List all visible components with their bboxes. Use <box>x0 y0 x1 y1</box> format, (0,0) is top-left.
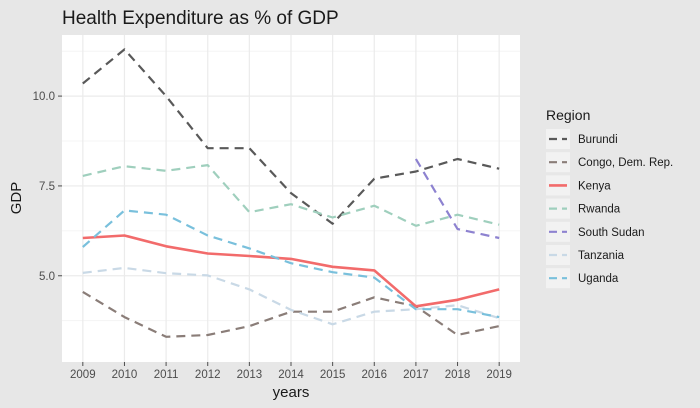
x-tick-label: 2019 <box>486 369 512 381</box>
legend-key-box <box>546 245 570 265</box>
series-line-kenya <box>82 234 500 308</box>
legend-items: Burundi Congo, Dem. Rep. Kenya Rwanda South … <box>546 129 673 289</box>
legend: Region Burundi Congo, Dem. Rep. Kenya Rwand… <box>546 107 673 289</box>
legend-key-box <box>546 152 570 173</box>
legend-key-box <box>546 198 570 219</box>
legend-label-tanzania: Tanzania <box>578 250 625 262</box>
x-tick-label: 2014 <box>278 369 304 381</box>
x-axis-title: years <box>273 384 310 401</box>
x-tick-label: 2010 <box>112 369 138 381</box>
legend-label-burundi: Burundi <box>578 134 618 146</box>
legend-key-box <box>546 129 570 149</box>
x-tick-label: 2017 <box>403 369 429 381</box>
legend-key-box <box>546 221 570 242</box>
x-tick-label: 2015 <box>320 369 346 381</box>
series-layer <box>82 48 500 338</box>
x-axis: 2009 2010 2011 2012 2013 2014 2015 2016 2017 2018… <box>70 362 512 381</box>
y-tick-label: 7.5 <box>39 181 55 193</box>
y-tick-label: 10.0 <box>33 91 55 103</box>
series-line-tanzania <box>82 266 500 326</box>
chart-title: Health Expenditure as % of GDP <box>62 8 339 29</box>
x-tick-label: 2012 <box>195 369 221 381</box>
series-line-burundi <box>82 48 500 225</box>
series-line-south-sudan <box>414 158 500 240</box>
y-axis-title: GDP <box>8 182 25 215</box>
legend-label-kenya: Kenya <box>578 180 611 192</box>
legend-label-south-sudan: South Sudan <box>578 227 645 239</box>
x-tick-label: 2016 <box>361 369 387 381</box>
y-tick-label: 5.0 <box>39 271 55 283</box>
x-tick-label: 2018 <box>445 369 471 381</box>
legend-key-box <box>546 268 570 289</box>
y-axis: 5.0 7.5 10.0 <box>33 91 62 283</box>
legend-label-rwanda: Rwanda <box>578 204 621 216</box>
series-line-congo-dem-rep <box>82 290 500 338</box>
x-tick-label: 2011 <box>154 369 179 381</box>
series-line-rwanda <box>82 164 500 227</box>
series-line-uganda <box>82 209 500 319</box>
legend-title: Region <box>546 107 590 123</box>
legend-label-uganda: Uganda <box>578 273 619 285</box>
x-tick-label: 2013 <box>237 369 263 381</box>
x-tick-label: 2009 <box>70 369 96 381</box>
legend-label-congo-dem-rep: Congo, Dem. Rep. <box>578 157 673 169</box>
